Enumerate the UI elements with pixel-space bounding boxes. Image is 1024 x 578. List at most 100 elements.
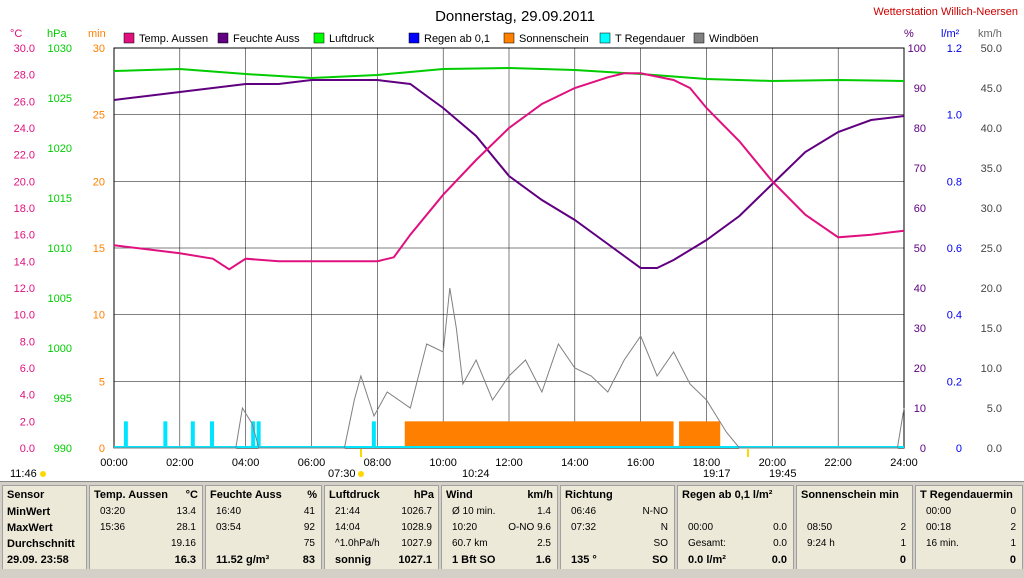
stats-cell-value: 1 (900, 538, 906, 549)
humidity-tick-label: 100 (908, 43, 926, 55)
pressure-tick-label: 990 (54, 443, 72, 455)
stats-cell-value: 0 (1009, 554, 1016, 566)
stats-cell-value: 28.1 (176, 522, 196, 533)
pressure-tick-label: 995 (54, 393, 72, 405)
rain-tick-label: 0.2 (947, 376, 962, 388)
stats-header: Sonnenschein min (801, 489, 899, 501)
row-label: 29.09. 23:58 (7, 554, 69, 566)
stats-cell-value: 2.5 (537, 538, 551, 549)
rain-tick-label: 1.0 (947, 110, 962, 122)
stats-header: Richtung (565, 489, 613, 501)
stats-cell-value: 1027.9 (401, 538, 432, 549)
legend-swatch (313, 32, 325, 44)
sun-tick-label: 20 (93, 176, 105, 188)
temp-tick-label: 30.0 (14, 43, 35, 55)
stats-cell-value: 0.0 (773, 522, 787, 533)
stats-cell-label: 07:32 (571, 522, 597, 533)
stats-col-temp: Temp. Aussen °C 03:20 13.4 15:36 28.1 19.16 16.… (89, 485, 203, 573)
stats-header: T Regendauermin (920, 489, 1013, 501)
stats-cell-value: 13.4 (176, 506, 196, 517)
pressure-tick-label: 1015 (48, 193, 72, 205)
stats-cell-label: 14:04 (335, 522, 361, 533)
stats-unit: hPa (413, 489, 434, 501)
stats-cell-label: 00:00 (926, 506, 952, 517)
stats-cell-value: 0.0 (771, 554, 787, 566)
rain-tick-label: 0.4 (947, 310, 962, 322)
axis-unit: % (904, 28, 914, 40)
sun-tick-label: 30 (93, 43, 105, 55)
legend-label: Windböen (709, 33, 759, 45)
stats-cell-value: 0.0 (773, 538, 787, 549)
stats-unit: °C (185, 489, 198, 501)
axis-unit: °C (10, 28, 22, 40)
wind-tick-label: 0.0 (987, 443, 1002, 455)
stats-cell-value: 0 (899, 554, 906, 566)
x-tick-label: 14:00 (561, 457, 589, 469)
wind-tick-label: 30.0 (981, 203, 1002, 215)
stats-cell-label: 135 ° (571, 554, 597, 566)
stats-cell-value: 0 (1010, 506, 1016, 517)
row-label: MaxWert (7, 522, 53, 534)
stats-cell-value: 1027.1 (398, 554, 432, 566)
rain-tick-label: 0.8 (947, 176, 962, 188)
stats-header: Feuchte Auss (210, 489, 282, 501)
humidity-tick-label: 0 (920, 443, 926, 455)
stats-cell-label: 21:44 (335, 506, 361, 517)
humidity-tick-label: 50 (914, 243, 926, 255)
stats-cell-value: N-NO (642, 506, 668, 517)
stats-cell-value: 83 (302, 554, 315, 566)
humidity-tick-label: 80 (914, 123, 926, 135)
legend: Temp. Aussen Feuchte Auss Luftdruck Regen a… (123, 32, 759, 45)
rain-duration-bar (190, 421, 195, 448)
stats-cell-value: O-NO 9.6 (508, 522, 551, 533)
legend-swatch (217, 32, 229, 44)
rain-tick-label: 0.6 (947, 243, 962, 255)
x-tick-label: 24:00 (890, 457, 918, 469)
weather-chart: Donnerstag, 29.09.2011 Wetterstation Wil… (10, 6, 1018, 480)
station-name: Wetterstation Willich-Neersen (873, 6, 1018, 18)
x-tick-label: 20:00 (759, 457, 787, 469)
rain-duration-bar (210, 421, 215, 448)
rain-duration-bar (256, 421, 261, 448)
event-set2: 19:45 (769, 468, 797, 480)
stats-col-rdur: T Regendauermin 00:00 0 00:18 2 16 min. 1 0 (915, 485, 1023, 573)
stats-col-wind: Wind km/h Ø 10 min. 1.4 10:20 O-NO 9.6 60.7 km… (441, 485, 558, 573)
stats-cell-value: 16.3 (174, 554, 196, 566)
x-tick-label: 00:00 (100, 457, 128, 469)
stats-cell-label: 06:46 (571, 506, 597, 517)
stats-cell-label: 10:20 (452, 522, 478, 533)
stats-cell-value: 92 (303, 522, 315, 533)
stats-cell-label: 60.7 km (452, 538, 488, 549)
sunshine-bar (679, 421, 721, 448)
sunshine-bar (404, 421, 674, 448)
temp-tick-label: 8.0 (20, 336, 35, 348)
stats-cell-label: 0.0 l/m² (688, 554, 726, 566)
sun-icon (358, 471, 364, 477)
series-feuchte (113, 79, 905, 269)
humidity-tick-label: 20 (914, 363, 926, 375)
stats-cell-value: 75 (303, 538, 315, 549)
wind-tick-label: 50.0 (981, 43, 1002, 55)
temp-tick-label: 4.0 (20, 390, 35, 402)
stats-header: Regen ab 0,1 l/m² (682, 489, 773, 501)
stats-cell-value: 1 (1010, 538, 1016, 549)
x-tick-label: 10:00 (429, 457, 457, 469)
stats-cell-value: 2 (900, 522, 906, 533)
temp-tick-label: 10.0 (14, 310, 35, 322)
legend-swatch (693, 32, 705, 44)
stats-cell-label: 16:40 (216, 506, 242, 517)
pressure-tick-label: 1025 (48, 93, 72, 105)
stats-cell-value: 1028.9 (401, 522, 432, 533)
temp-tick-label: 12.0 (14, 283, 35, 295)
stats-cell-label: 03:20 (100, 506, 126, 517)
temp-tick-label: 26.0 (14, 96, 35, 108)
stats-cell-value: 1026.7 (401, 506, 432, 517)
stats-col-sensor: Sensor MinWert MaxWert Durchschnitt 29.0… (2, 485, 87, 573)
wind-tick-label: 45.0 (981, 83, 1002, 95)
rain-duration-bar (251, 421, 256, 448)
stats-header: Luftdruck (329, 489, 380, 501)
event-sunrise: 07:30 (328, 468, 356, 480)
legend-label: Temp. Aussen (139, 33, 208, 45)
wind-tick-label: 40.0 (981, 123, 1002, 135)
sun-tick-label: 25 (93, 110, 105, 122)
